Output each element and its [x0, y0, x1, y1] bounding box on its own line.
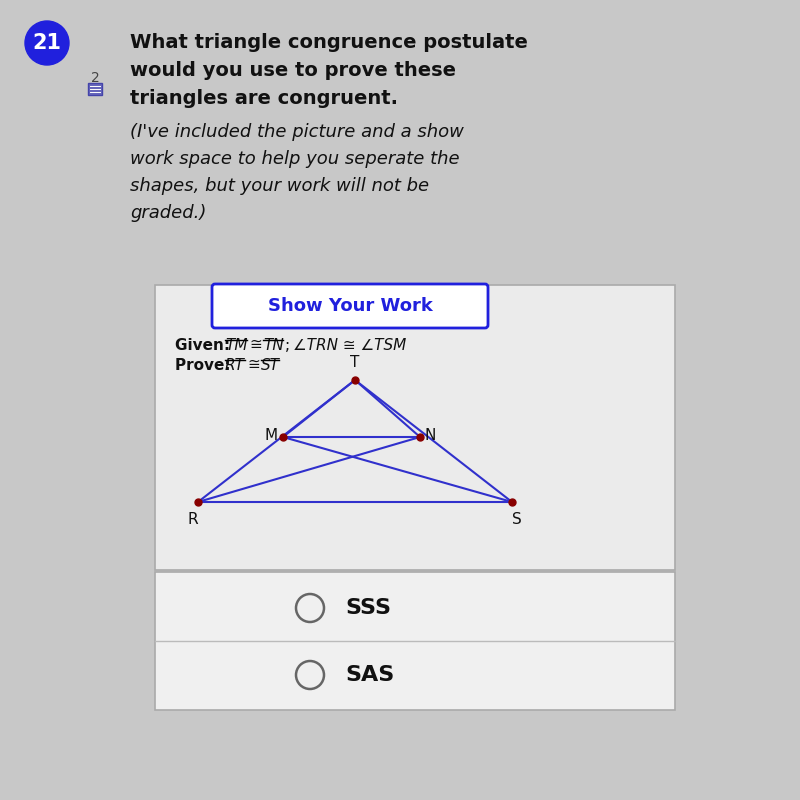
Text: ≅: ≅: [249, 338, 262, 353]
Text: ≅: ≅: [247, 358, 260, 373]
Bar: [155, 285, 675, 570]
Text: S: S: [512, 512, 522, 527]
Text: T: T: [350, 355, 360, 370]
Text: shapes, but your work will not be: shapes, but your work will not be: [130, 177, 429, 195]
Text: What triangle congruence postulate: What triangle congruence postulate: [130, 34, 528, 53]
Text: 2: 2: [90, 71, 99, 85]
Bar: [155, 572, 675, 710]
Text: would you use to prove these: would you use to prove these: [130, 62, 456, 81]
Text: ST: ST: [261, 358, 280, 373]
Text: 21: 21: [33, 33, 62, 53]
Text: SAS: SAS: [345, 665, 394, 685]
Text: SSS: SSS: [345, 598, 391, 618]
Text: TM: TM: [225, 338, 247, 353]
Text: (I've included the picture and a show: (I've included the picture and a show: [130, 123, 464, 141]
Text: TN: TN: [263, 338, 284, 353]
Text: work space to help you seperate the: work space to help you seperate the: [130, 150, 460, 168]
Text: M: M: [265, 427, 278, 442]
FancyBboxPatch shape: [212, 284, 488, 328]
Text: Show Your Work: Show Your Work: [267, 297, 433, 315]
Bar: [88, 83, 102, 95]
Text: ∠TRN ≅ ∠TSM: ∠TRN ≅ ∠TSM: [293, 338, 406, 353]
Text: triangles are congruent.: triangles are congruent.: [130, 90, 398, 109]
Text: ;: ;: [285, 338, 295, 353]
Text: N: N: [425, 427, 436, 442]
Text: Prove:: Prove:: [175, 358, 236, 373]
Text: R: R: [188, 512, 198, 527]
Text: graded.): graded.): [130, 204, 206, 222]
Text: RT: RT: [225, 358, 245, 373]
Circle shape: [25, 21, 69, 65]
Text: Given:: Given:: [175, 338, 235, 353]
